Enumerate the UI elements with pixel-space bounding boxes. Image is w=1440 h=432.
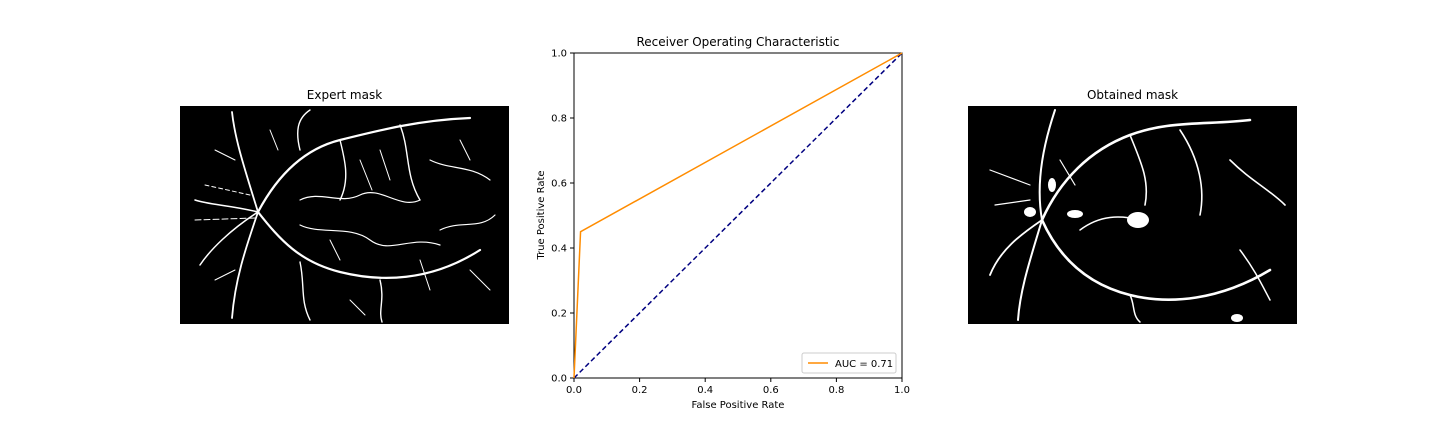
- chance-diagonal-line: [573, 52, 903, 379]
- x-tick-label: 0.6: [763, 385, 779, 396]
- roc-chart: Receiver Operating Characteristic 0.0 0.2…: [536, 35, 910, 411]
- y-tick-label: 1.0: [551, 49, 567, 60]
- y-tick-label: 0.0: [551, 374, 567, 385]
- y-axis-label: True Positive Rate: [536, 170, 547, 260]
- chart-title: Receiver Operating Characteristic: [636, 35, 839, 49]
- series-layer: [573, 52, 903, 379]
- x-tick-label: 0.2: [632, 385, 648, 396]
- obtained-mask-title: Obtained mask: [1086, 88, 1179, 102]
- x-tick-label: 1.0: [894, 385, 910, 396]
- x-tick-label: 0.4: [697, 385, 713, 396]
- y-tick-label: 0.6: [551, 179, 567, 190]
- legend-entry-label: AUC = 0.71: [835, 359, 893, 370]
- y-tick-label: 0.4: [551, 244, 567, 255]
- x-axis-ticks: 0.0 0.2 0.4 0.6 0.8 1.0: [566, 378, 910, 396]
- expert-mask-title: Expert mask: [306, 88, 383, 102]
- y-tick-label: 0.2: [551, 309, 567, 320]
- y-tick-label: 0.8: [551, 114, 567, 125]
- expert-mask-image: [180, 106, 509, 324]
- plot-frame: [573, 52, 903, 379]
- legend: AUC = 0.71: [801, 352, 897, 374]
- y-axis-ticks: 0.0 0.2 0.4 0.6 0.8 1.0: [551, 49, 574, 385]
- obtained-mask-image: [968, 106, 1297, 324]
- roc-curve-line: [573, 52, 903, 379]
- x-axis-label: False Positive Rate: [692, 400, 785, 411]
- x-tick-label: 0.0: [566, 385, 582, 396]
- x-tick-label: 0.8: [828, 385, 844, 396]
- legend-box: [801, 352, 897, 374]
